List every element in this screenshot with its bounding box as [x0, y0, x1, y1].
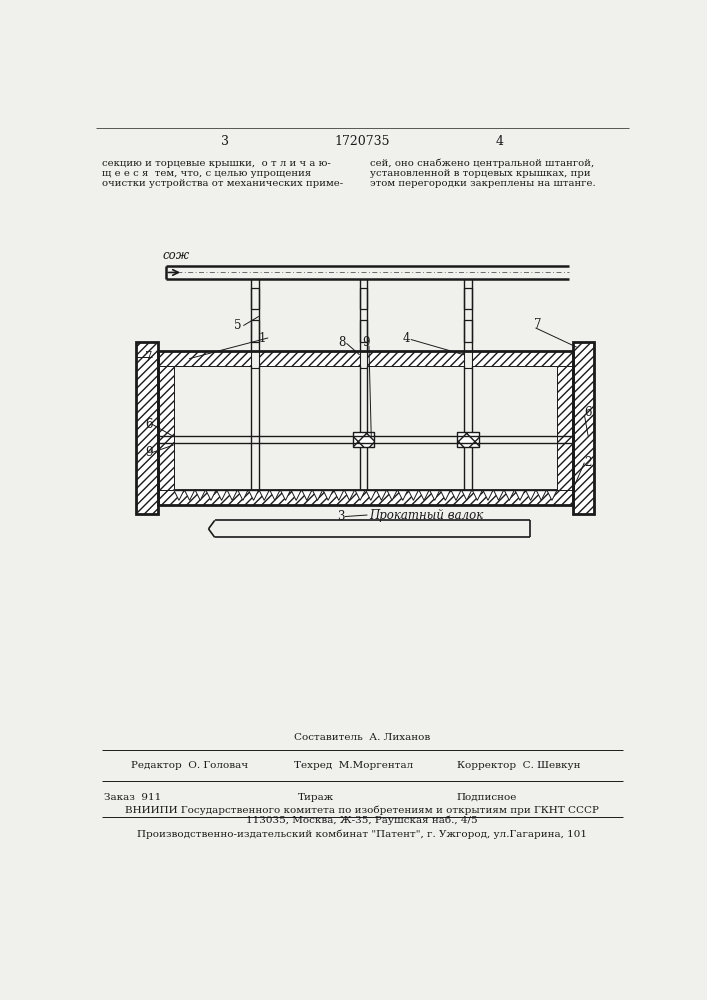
Polygon shape: [227, 490, 238, 500]
Bar: [353, 432, 374, 447]
Polygon shape: [259, 490, 269, 500]
Polygon shape: [397, 490, 408, 500]
Text: 3: 3: [221, 135, 229, 148]
Polygon shape: [185, 490, 195, 500]
Bar: [158, 490, 573, 505]
Bar: [353, 432, 374, 447]
Polygon shape: [238, 490, 248, 500]
Text: Тираж: Тираж: [298, 793, 334, 802]
Bar: [158, 351, 573, 505]
Text: 9: 9: [362, 336, 370, 349]
Text: Редактор  О. Головач: Редактор О. Головач: [131, 761, 248, 770]
Text: этом перегородки закреплены на штанге.: этом перегородки закреплены на штанге.: [370, 179, 595, 188]
Polygon shape: [536, 490, 547, 500]
Polygon shape: [472, 490, 483, 500]
Polygon shape: [355, 490, 366, 500]
Polygon shape: [269, 490, 280, 500]
Text: 4: 4: [495, 135, 503, 148]
Polygon shape: [344, 490, 355, 500]
Bar: [464, 320, 472, 342]
Text: 2: 2: [585, 456, 592, 469]
Text: Производственно-издательский комбинат "Патент", г. Ужгород, ул.Гагарина, 101: Производственно-издательский комбинат "П…: [137, 830, 587, 839]
Polygon shape: [419, 490, 429, 500]
Bar: [251, 288, 259, 309]
Polygon shape: [301, 490, 312, 500]
Text: сей, оно снабжено центральной штангой,: сей, оно снабжено центральной штангой,: [370, 158, 594, 168]
Polygon shape: [334, 490, 344, 500]
Polygon shape: [547, 490, 557, 500]
Polygon shape: [493, 490, 504, 500]
Text: 113035, Москва, Ж-35, Раушская наб., 4/5: 113035, Москва, Ж-35, Раушская наб., 4/5: [246, 815, 478, 825]
Polygon shape: [174, 490, 185, 500]
Text: 3: 3: [337, 510, 345, 523]
Bar: [158, 351, 573, 366]
Text: Прокатный валок: Прокатный валок: [369, 509, 483, 522]
Polygon shape: [280, 490, 291, 500]
Text: 6: 6: [145, 418, 153, 431]
Text: сож: сож: [163, 249, 190, 262]
Bar: [136, 342, 158, 514]
Text: 7: 7: [145, 351, 153, 364]
Polygon shape: [387, 490, 397, 500]
Polygon shape: [323, 490, 334, 500]
Polygon shape: [462, 490, 472, 500]
Text: Заказ  911: Заказ 911: [104, 793, 161, 802]
Text: Техред  М.Моргентал: Техред М.Моргентал: [293, 761, 413, 770]
Text: установленной в торцевых крышках, при: установленной в торцевых крышках, при: [370, 169, 590, 178]
Polygon shape: [408, 490, 419, 500]
Bar: [557, 366, 573, 490]
Bar: [464, 288, 472, 309]
Polygon shape: [504, 490, 515, 500]
Bar: [136, 342, 158, 514]
Bar: [457, 432, 479, 447]
Polygon shape: [483, 490, 493, 500]
Bar: [251, 320, 259, 342]
Bar: [464, 351, 472, 368]
Bar: [573, 342, 595, 514]
Text: 1: 1: [259, 332, 267, 345]
Text: очистки устройства от механических приме-: очистки устройства от механических приме…: [103, 179, 344, 188]
Text: Составитель  А. Лиханов: Составитель А. Лиханов: [294, 733, 430, 742]
Text: 1720735: 1720735: [334, 135, 390, 148]
Polygon shape: [216, 490, 227, 500]
Bar: [457, 432, 479, 447]
Bar: [360, 288, 368, 309]
Bar: [360, 351, 368, 368]
Polygon shape: [376, 490, 387, 500]
Polygon shape: [206, 490, 216, 500]
Text: 4: 4: [402, 332, 410, 345]
Bar: [360, 320, 368, 342]
Bar: [573, 342, 595, 514]
Text: Корректор  С. Шевкун: Корректор С. Шевкун: [457, 761, 580, 770]
Polygon shape: [429, 490, 440, 500]
Text: 9: 9: [145, 446, 153, 459]
Text: щ е е с я  тем, что, с целью упрощения: щ е е с я тем, что, с целью упрощения: [103, 169, 312, 178]
Polygon shape: [440, 490, 450, 500]
Text: секцию и торцевые крышки,  о т л и ч а ю-: секцию и торцевые крышки, о т л и ч а ю-: [103, 158, 331, 167]
Polygon shape: [525, 490, 536, 500]
Text: Подписное: Подписное: [457, 793, 517, 802]
Polygon shape: [248, 490, 259, 500]
Polygon shape: [450, 490, 462, 500]
Bar: [251, 351, 259, 368]
Polygon shape: [195, 490, 206, 500]
Polygon shape: [312, 490, 323, 500]
Bar: [158, 366, 174, 490]
Text: ВНИИПИ Государственного комитета по изобретениям и открытиям при ГКНТ СССР: ВНИИПИ Государственного комитета по изоб…: [125, 805, 599, 815]
Text: 7: 7: [534, 318, 542, 331]
Text: 8: 8: [338, 336, 346, 349]
Text: 6: 6: [585, 406, 592, 419]
Polygon shape: [291, 490, 301, 500]
Polygon shape: [366, 490, 376, 500]
Text: 5: 5: [234, 319, 242, 332]
Polygon shape: [515, 490, 525, 500]
